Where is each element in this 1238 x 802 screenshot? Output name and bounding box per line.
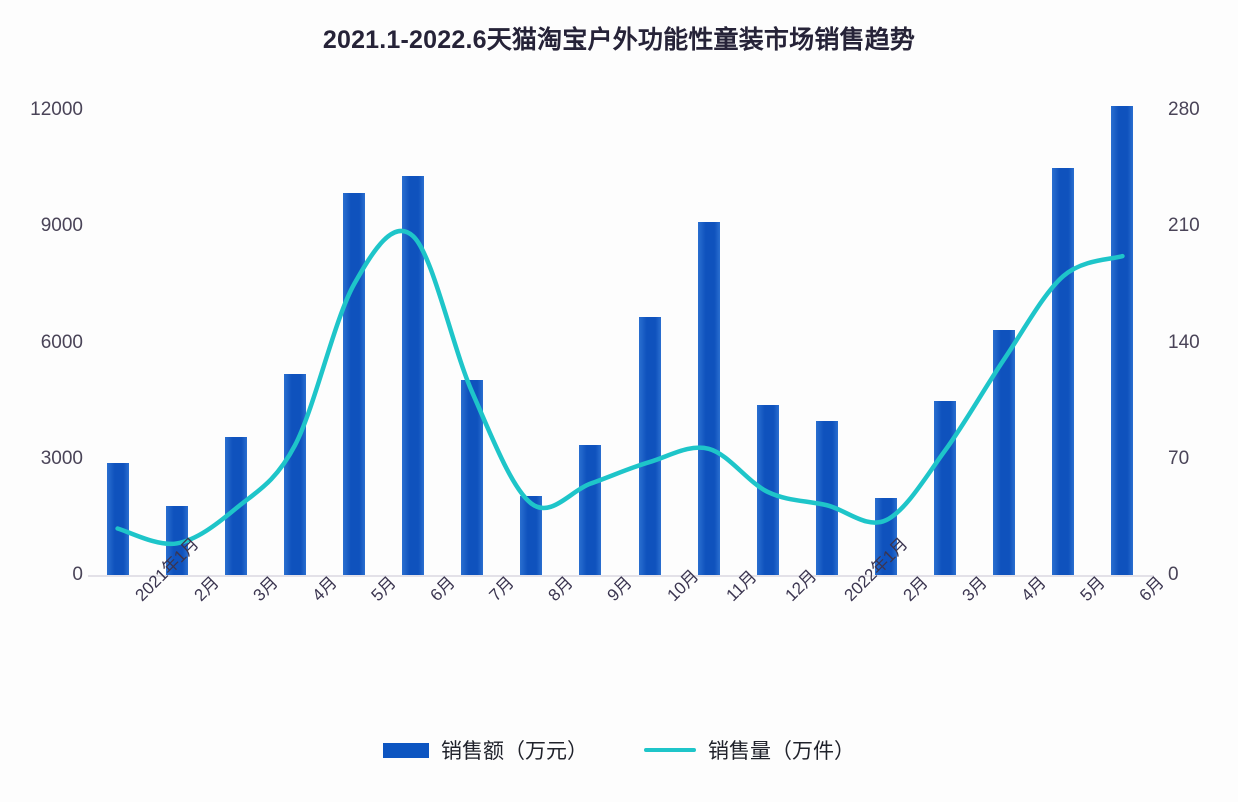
- legend-item-sales-amount[interactable]: 销售额（万元）: [383, 735, 588, 765]
- bar[interactable]: [1111, 106, 1134, 575]
- x-axis-tick-label: 3月: [958, 572, 991, 605]
- bar[interactable]: [697, 221, 720, 575]
- x-axis-tick-label: 6月: [1135, 572, 1169, 605]
- line-swatch-icon: [644, 748, 696, 752]
- bar[interactable]: [579, 445, 602, 575]
- y-axis-right-tick: 210: [1168, 215, 1200, 237]
- y-axis-right-tick: 140: [1168, 331, 1200, 353]
- x-axis-tick-label: 5月: [367, 572, 400, 605]
- bar[interactable]: [520, 495, 543, 575]
- bar[interactable]: [993, 330, 1016, 575]
- bar[interactable]: [402, 175, 425, 575]
- bar[interactable]: [343, 192, 365, 575]
- bar[interactable]: [283, 373, 306, 575]
- chart-title: 2021.1-2022.6天猫淘宝户外功能性童装市场销售趋势: [322, 26, 916, 54]
- bar[interactable]: [224, 437, 247, 575]
- legend-label-sales-volume: 销售量（万件）: [708, 740, 855, 763]
- bar[interactable]: [638, 316, 661, 575]
- legend-item-sales-volume[interactable]: 销售量（万件）: [644, 735, 855, 765]
- x-axis-tick-label: 4月: [1017, 572, 1050, 605]
- legend-label-sales-amount: 销售额（万元）: [441, 740, 588, 763]
- x-axis-tick-label: 5月: [1076, 572, 1110, 605]
- x-axis-tick-label: 12月: [781, 566, 821, 605]
- bar[interactable]: [461, 380, 484, 575]
- x-axis-tick-label: 2022年1月: [837, 534, 911, 606]
- x-axis-tick-label: 2021年1月: [128, 534, 202, 606]
- y-axis-left-tick: 0: [72, 564, 83, 585]
- x-axis-tick-label: 8月: [544, 572, 578, 605]
- y-axis-left-tick: 3000: [40, 447, 83, 469]
- y-axis-left-tick: 6000: [40, 331, 83, 353]
- bar[interactable]: [756, 404, 779, 575]
- y-axis-right-tick: 280: [1168, 99, 1200, 120]
- x-axis-tick-label: 2月: [190, 572, 223, 605]
- x-axis-tick-label: 7月: [485, 572, 518, 605]
- y-axis-right-tick: 70: [1168, 447, 1190, 469]
- x-axis-tick-label: 11月: [722, 567, 761, 605]
- bar[interactable]: [934, 401, 957, 575]
- x-axis-tick-label: 3月: [249, 572, 282, 605]
- x-axis-tick-label: 9月: [603, 572, 637, 605]
- x-axis-line: [88, 575, 1154, 577]
- y-axis-left-tick: 12000: [30, 99, 83, 120]
- bar-swatch-icon: [383, 742, 429, 758]
- x-axis-tick-label: 6月: [426, 572, 459, 605]
- chart-legend: 销售额（万元） 销售量（万件）: [0, 735, 1238, 765]
- y-axis-left-tick: 9000: [40, 215, 83, 237]
- x-axis-tick-label: 4月: [308, 572, 341, 605]
- x-axis-tick-label: 2月: [899, 572, 932, 605]
- x-axis-tick-label: 10月: [663, 566, 702, 605]
- bar[interactable]: [1052, 168, 1075, 575]
- y-axis-right-tick: 0: [1168, 564, 1179, 585]
- sales-volume-line: [115, 228, 1125, 547]
- bar[interactable]: [106, 462, 129, 575]
- bar[interactable]: [815, 421, 838, 575]
